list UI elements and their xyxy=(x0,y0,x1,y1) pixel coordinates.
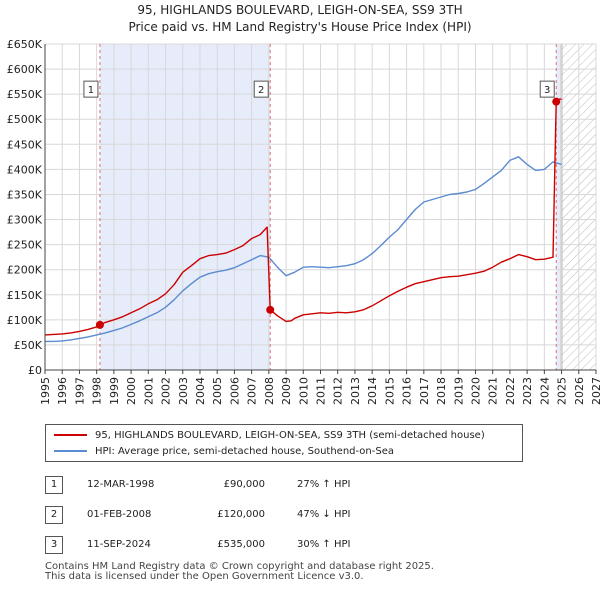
y-tick-label: £200K xyxy=(7,264,43,277)
footer-notice: Contains HM Land Registry data © Crown c… xyxy=(45,562,434,582)
x-tick-label: 2006 xyxy=(228,377,241,405)
legend-label-hpi: HPI: Average price, semi-detached house,… xyxy=(95,446,394,457)
transaction-date: 11-SEP-2024 xyxy=(87,539,151,550)
x-tick-label: 2008 xyxy=(263,377,276,405)
sale-label-box xyxy=(253,80,269,98)
sale-label-number: 2 xyxy=(258,85,264,96)
y-tick-label: £600K xyxy=(7,63,43,76)
legend-item-hpi: HPI: Average price, semi-detached house,… xyxy=(54,445,394,459)
x-tick-label: 2016 xyxy=(401,377,414,405)
sale-point-marker xyxy=(266,305,275,314)
x-tick-label: 2026 xyxy=(573,377,586,405)
y-tick-label: £350K xyxy=(7,188,43,201)
x-tick-label: 2021 xyxy=(487,377,500,405)
x-tick-label: 1998 xyxy=(91,377,104,405)
x-tick-label: 2005 xyxy=(211,377,224,405)
transaction-hpi-diff: 27% ↑ HPI xyxy=(297,479,351,490)
sale-label-number: 1 xyxy=(88,85,94,96)
x-tick-label: 2014 xyxy=(366,377,379,405)
y-tick-label: £450K xyxy=(7,138,43,151)
transaction-price: £535,000 xyxy=(217,539,265,550)
table-row: 2 01-FEB-2008 £120,000 47% ↓ HPI xyxy=(45,506,465,524)
x-tick-label: 1997 xyxy=(73,377,86,405)
sale-label-box xyxy=(539,80,555,98)
x-tick-label: 2019 xyxy=(452,377,465,405)
footer-copyright: Contains HM Land Registry data © Crown c… xyxy=(45,561,434,572)
x-tick-label: 2013 xyxy=(349,377,362,405)
sale-label-number: 3 xyxy=(544,85,550,96)
chart-title: 95, HIGHLANDS BOULEVARD, LEIGH-ON-SEA, S… xyxy=(137,3,463,17)
footer-licence: This data is licensed under the Open Gov… xyxy=(45,571,364,582)
y-tick-label: £50K xyxy=(14,339,43,352)
x-tick-label: 2007 xyxy=(246,377,259,405)
x-tick-label: 2025 xyxy=(556,377,569,405)
y-tick-label: £100K xyxy=(7,314,43,327)
x-tick-label: 2002 xyxy=(160,377,173,405)
price-chart: 1 2 3 £0 £50K £100K £150K £200K £250K £300K £350K… xyxy=(7,38,600,405)
shaded-period xyxy=(556,44,562,370)
x-tick-label: 1995 xyxy=(39,377,52,405)
legend-label-property: 95, HIGHLANDS BOULEVARD, LEIGH-ON-SEA, S… xyxy=(95,430,485,441)
transaction-number: 1 xyxy=(45,476,63,494)
transaction-number: 2 xyxy=(45,506,63,524)
x-tick-label: 2011 xyxy=(315,377,328,405)
x-tick-label: 2018 xyxy=(435,377,448,405)
shaded-period xyxy=(99,44,271,370)
table-row: 3 11-SEP-2024 £535,000 30% ↑ HPI xyxy=(45,536,465,554)
x-tick-label: 2020 xyxy=(469,377,482,405)
table-row: 1 12-MAR-1998 £90,000 27% ↑ HPI xyxy=(45,476,465,494)
x-tick-label: 1996 xyxy=(56,377,69,405)
x-tick-label: 2004 xyxy=(194,377,207,405)
x-tick-label: 2017 xyxy=(418,377,431,405)
x-tick-label: 2012 xyxy=(332,377,345,405)
y-tick-label: £150K xyxy=(7,289,43,302)
x-tick-label: 1999 xyxy=(108,377,121,405)
x-tick-label: 2023 xyxy=(521,377,534,405)
x-tick-label: 2015 xyxy=(383,377,396,405)
x-tick-label: 2009 xyxy=(280,377,293,405)
chart-legend: 95, HIGHLANDS BOULEVARD, LEIGH-ON-SEA, S… xyxy=(45,424,523,462)
x-tick-label: 2010 xyxy=(297,377,310,405)
sale-point-marker xyxy=(552,97,561,106)
legend-swatch-hpi xyxy=(54,450,87,452)
sale-label-box xyxy=(83,80,99,98)
legend-swatch-property xyxy=(54,434,87,436)
legend-item-property: 95, HIGHLANDS BOULEVARD, LEIGH-ON-SEA, S… xyxy=(54,429,485,443)
series-line-hpi xyxy=(45,156,562,343)
y-tick-label: £650K xyxy=(7,38,43,51)
y-tick-label: £250K xyxy=(7,239,43,252)
chart-title-block: 95, HIGHLANDS BOULEVARD, LEIGH-ON-SEA, S… xyxy=(0,2,600,36)
transaction-hpi-diff: 47% ↓ HPI xyxy=(297,509,351,520)
transaction-date: 12-MAR-1998 xyxy=(87,479,155,490)
transaction-number: 3 xyxy=(45,536,63,554)
transaction-hpi-diff: 30% ↑ HPI xyxy=(297,539,351,550)
transaction-price: £90,000 xyxy=(223,479,265,490)
x-tick-label: 2022 xyxy=(504,377,517,405)
transaction-price: £120,000 xyxy=(217,509,265,520)
chart-subtitle: Price paid vs. HM Land Registry's House … xyxy=(128,20,472,34)
y-tick-label: £300K xyxy=(7,214,43,227)
y-tick-label: £500K xyxy=(7,113,43,126)
x-tick-label: 2001 xyxy=(142,377,155,405)
y-tick-label: £550K xyxy=(7,88,43,101)
x-tick-label: 2003 xyxy=(177,377,190,405)
transaction-date: 01-FEB-2008 xyxy=(87,509,152,520)
x-tick-label: 2024 xyxy=(538,377,551,405)
x-tick-label: 2027 xyxy=(590,377,600,405)
series-line-property xyxy=(44,98,562,336)
y-tick-label: £0 xyxy=(28,364,42,377)
x-tick-label: 2000 xyxy=(125,377,138,405)
y-tick-label: £400K xyxy=(7,163,43,176)
sale-point-marker xyxy=(95,320,104,329)
